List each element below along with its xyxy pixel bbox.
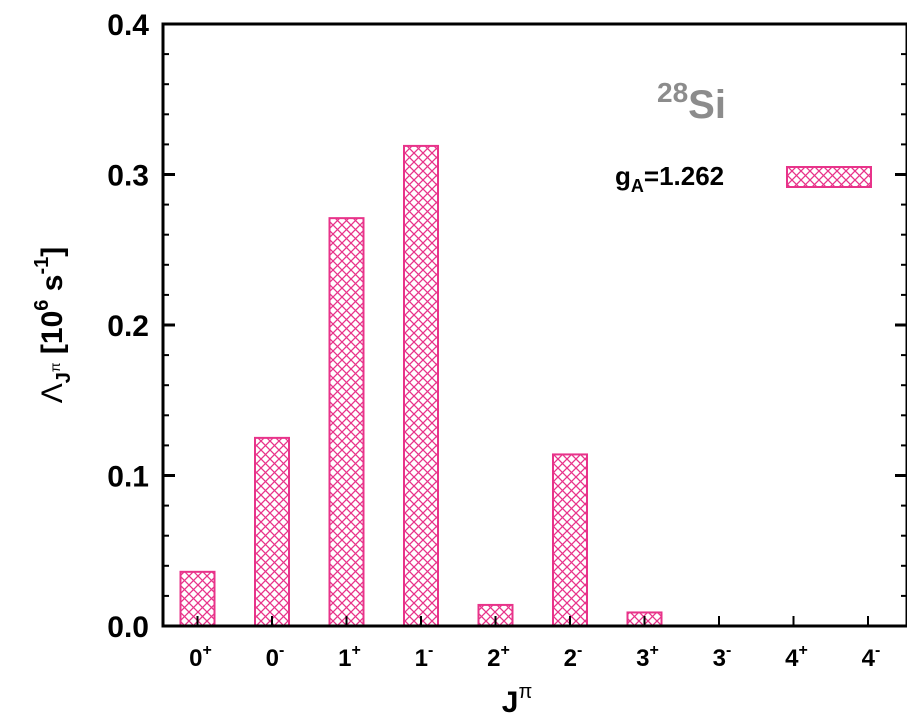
x-axis-title-sup: π: [518, 681, 532, 703]
x-tick-label-base: 1: [338, 645, 351, 672]
y-tick-label: 0.4: [107, 9, 149, 42]
x-tick-label-sup: +: [352, 642, 361, 659]
legend-label-sub: A: [631, 176, 644, 196]
y-axis-title-sup1: 6: [31, 300, 53, 311]
x-tick-label: 4+: [785, 642, 808, 672]
x-tick-label-base: 3: [713, 645, 726, 672]
bars-group: [179, 144, 663, 628]
y-axis-title-end: ]: [36, 247, 69, 257]
x-tick-label-sup: +: [203, 642, 212, 659]
isotope-symbol: Si: [688, 83, 726, 127]
y-axis-ticks: 0.0 0.1 0.2 0.3 0.4: [107, 9, 907, 644]
y-tick-label: 0.1: [107, 461, 149, 494]
y-axis-title-symbol: Λ: [36, 383, 69, 403]
x-tick-label: 3+: [636, 642, 659, 672]
bar-1: [254, 436, 290, 627]
x-tick-label: 2+: [487, 642, 510, 672]
x-tick-label-sup: +: [501, 642, 510, 659]
x-tick-label: 1+: [338, 642, 361, 672]
legend-label-base: g: [615, 161, 631, 191]
x-tick-label-base: 2: [487, 645, 500, 672]
y-axis-title: ΛJπ [106 s-1]: [31, 247, 75, 404]
x-tick-label: 2-: [564, 642, 583, 672]
y-axis-title-sup2: -1: [31, 257, 53, 275]
bar-2: [328, 217, 365, 628]
x-tick-label: 3-: [713, 642, 732, 672]
x-tick-label-sup: -: [875, 642, 880, 659]
x-tick-label: 4-: [862, 642, 881, 672]
plot-frame: [161, 22, 907, 628]
x-tick-label-base: 0: [266, 645, 279, 672]
x-axis-ticks: 0+ 0- 1+ 1- 2+ 2- 3+ 3- 4+ 4-: [189, 616, 880, 672]
y-axis-title-mid: [10: [36, 311, 69, 363]
y-tick-label: 0.2: [107, 310, 149, 343]
x-tick-label-sup: -: [428, 642, 433, 659]
x-tick-label-base: 3: [636, 645, 649, 672]
legend-label-rest: =1.262: [644, 161, 724, 191]
bar-5: [552, 453, 588, 627]
legend-label: gA=1.262: [615, 161, 724, 196]
isotope-annotation: 28Si: [657, 77, 726, 127]
x-tick-label: 0-: [266, 642, 285, 672]
x-tick-label-base: 1: [415, 645, 428, 672]
x-tick-label-sup: -: [279, 642, 284, 659]
x-tick-label: 1-: [415, 642, 434, 672]
x-tick-label-base: 4: [862, 645, 876, 672]
x-tick-label-sup: -: [577, 642, 582, 659]
x-tick-label-base: 2: [564, 645, 577, 672]
x-axis-title-base: J: [502, 686, 519, 719]
x-tick-label-sup: +: [650, 642, 659, 659]
x-tick-label-base: 0: [189, 645, 202, 672]
x-axis-title: Jπ: [502, 681, 533, 719]
y-axis-title-post: s: [36, 275, 69, 300]
legend-swatch: [786, 166, 872, 188]
x-tick-label: 0+: [189, 642, 212, 672]
isotope-mass-number: 28: [657, 77, 688, 108]
x-tick-label-sup: -: [726, 642, 731, 659]
y-tick-label: 0.3: [107, 160, 149, 193]
legend: gA=1.262: [615, 161, 872, 196]
x-tick-label-sup: +: [799, 642, 808, 659]
x-tick-label-base: 4: [785, 645, 799, 672]
y-tick-label: 0.0: [107, 611, 149, 644]
bar-3: [403, 144, 439, 627]
y-axis-title-subsup: π: [47, 362, 63, 372]
y-axis-title-sub: J: [53, 372, 75, 383]
